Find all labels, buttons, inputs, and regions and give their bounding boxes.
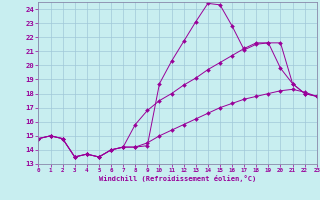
X-axis label: Windchill (Refroidissement éolien,°C): Windchill (Refroidissement éolien,°C) xyxy=(99,175,256,182)
